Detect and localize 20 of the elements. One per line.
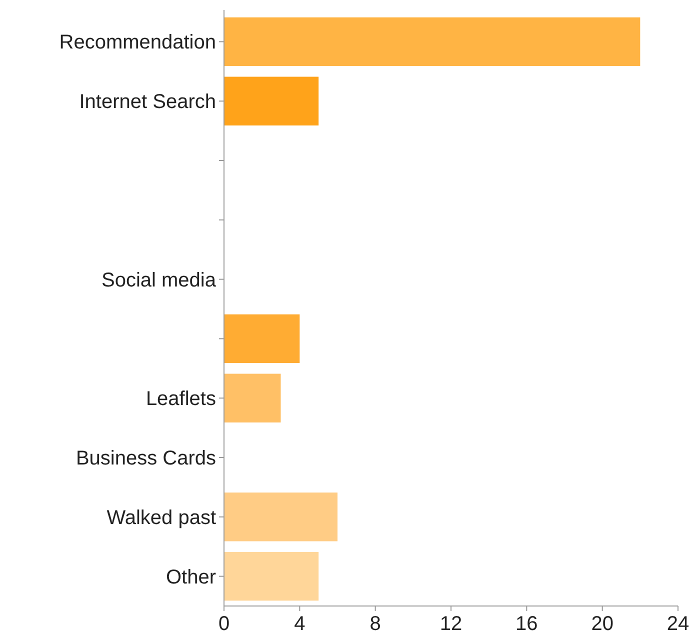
bar: [224, 374, 281, 422]
y-tick-label: Other: [166, 566, 216, 588]
x-tick-label: 20: [591, 613, 614, 635]
x-tick-label: 8: [370, 613, 381, 635]
bar: [224, 552, 319, 601]
y-tick-label: Internet Search: [79, 91, 216, 114]
bar: [224, 492, 338, 542]
y-tick-label: Walked past: [106, 506, 216, 529]
x-tick-label: 4: [294, 613, 306, 635]
x-tick-label: 24: [666, 613, 690, 635]
bar: [224, 314, 300, 364]
y-tick-label: Business Cards: [76, 448, 216, 470]
x-tick-label: 12: [440, 613, 462, 635]
x-tick-label: 0: [218, 613, 230, 635]
bar: [224, 17, 640, 66]
x-tick-label: 16: [516, 613, 538, 635]
y-tick-label: Social media: [101, 269, 217, 292]
bar: [224, 76, 319, 126]
y-tick-label: Recommendation: [59, 32, 216, 54]
y-tick-label: Leaflets: [146, 388, 216, 410]
